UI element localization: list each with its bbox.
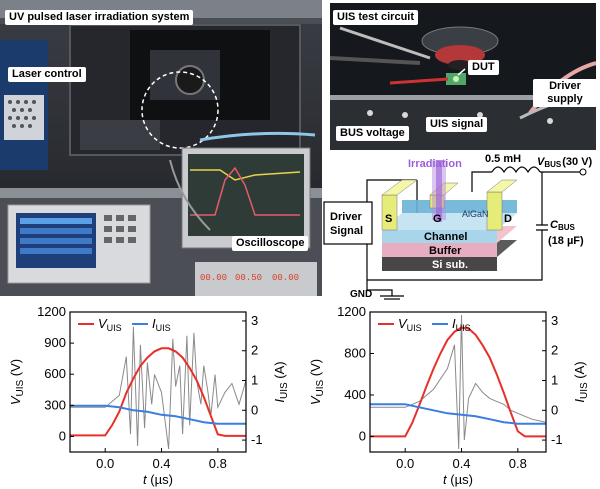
- legend-label: IUIS: [152, 316, 171, 333]
- si-sub-label: Si sub.: [432, 259, 468, 271]
- buffer-label: Buffer: [429, 245, 462, 257]
- y-left-tick-label: 400: [344, 387, 366, 402]
- laser-control-label: Laser control: [8, 67, 86, 82]
- capacitor-symbol: [536, 224, 548, 231]
- buffer-layer: [382, 243, 497, 257]
- y-right-tick-label: 2: [251, 343, 258, 358]
- legend-label: VUIS: [98, 316, 122, 333]
- source-label: S: [385, 213, 392, 225]
- series-vuis: [370, 326, 546, 438]
- lab-setup-illustration: 00.00 00.50 00.00: [0, 0, 322, 296]
- vbus-terminal: [579, 168, 587, 176]
- x-tick-label: 0.0: [396, 456, 414, 471]
- driver-signal-line2: Signal: [330, 225, 363, 237]
- x-tick-label: 0.4: [452, 456, 470, 471]
- y-left-tick-label: 800: [344, 345, 366, 360]
- waveform-chart-irradiated: 0.0 0.4 0.8 0 400 800 1200 -1 0 1 2 3 t (µs) VUIS (V)…: [308, 304, 590, 487]
- algan-label: AlGaN: [462, 209, 489, 219]
- y-right-tick-label: -1: [551, 432, 563, 447]
- plot-frame: [369, 311, 547, 453]
- y-left-tick-label: 600: [44, 366, 66, 381]
- y-right-tick-label: 1: [551, 373, 558, 388]
- inductor-symbol: [491, 166, 541, 174]
- gnd-wire: [366, 179, 417, 296]
- svg-text:00.00: 00.00: [200, 273, 227, 283]
- y-right-tick-label: -1: [251, 432, 263, 447]
- gnd-label: GND: [350, 289, 372, 300]
- y-right-tick-label: 0: [251, 402, 258, 417]
- y-right-axis-label: IUIS (A): [572, 361, 590, 402]
- uis-signal-label: UIS signal: [426, 117, 488, 132]
- si-sub-layer: [382, 257, 497, 271]
- x-tick-label: 0.0: [96, 456, 114, 471]
- driver-supply-label: Driver supply: [533, 79, 596, 107]
- y-right-tick-label: 3: [251, 313, 258, 328]
- y-left-tick-label: 900: [44, 335, 66, 350]
- svg-text:00.00: 00.00: [272, 273, 299, 283]
- y-right-tick-label: 2: [551, 343, 558, 358]
- svg-text:00.50: 00.50: [235, 273, 262, 283]
- y-left-tick-label: 0: [359, 428, 366, 443]
- y-left-axis-label: VUIS (V): [308, 359, 326, 405]
- uis-schematic: Irradiation 0.5 mH VBUS(30 V) Driver Sig…: [323, 153, 593, 300]
- oscilloscope-label: Oscilloscope: [232, 236, 309, 251]
- dut-label: DUT: [468, 60, 499, 75]
- driver-signal-box: [323, 201, 373, 245]
- x-tick-label: 0.4: [152, 456, 170, 471]
- y-left-tick-label: 0: [59, 428, 66, 443]
- y-left-axis-label: VUIS (V): [8, 359, 26, 405]
- y-right-axis-label: IUIS (A): [272, 361, 290, 402]
- y-right-tick-label: 0: [551, 402, 558, 417]
- series-iuis-oscillation: [370, 314, 547, 450]
- drain-label: D: [504, 213, 512, 225]
- test-circuit-photo: UIS test circuit DUT Driver supply BUS v…: [330, 3, 596, 150]
- bus-voltage-label: BUS voltage: [336, 126, 409, 141]
- y-right-tick-label: 3: [551, 313, 558, 328]
- channel-label: Channel: [424, 231, 467, 243]
- series-iuis: [70, 404, 246, 425]
- series-iuis: [370, 403, 546, 425]
- cbus-value: (18 µF): [548, 235, 584, 247]
- x-tick-label: 0.8: [509, 456, 527, 471]
- uv-laser-label: UV pulsed laser irradiation system: [5, 10, 194, 25]
- legend-label: VUIS: [398, 316, 422, 333]
- inductor-label: 0.5 mH: [485, 153, 521, 165]
- y-right-tick-label: 1: [251, 373, 258, 388]
- waveform-chart-dark: 0.0 0.4 0.8 0 300 600 900 1200 -1 0 1 2 3 t (µs) VUIS …: [8, 304, 290, 487]
- irradiation-label: Irradiation: [408, 158, 462, 170]
- driver-signal-line1: Driver: [330, 211, 363, 223]
- y-left-tick-label: 300: [44, 397, 66, 412]
- channel-layer: [382, 230, 497, 243]
- legend-label: IUIS: [452, 316, 471, 333]
- x-axis-label: t (µs): [443, 472, 473, 487]
- uis-test-circuit-label: UIS test circuit: [333, 10, 419, 25]
- x-axis-label: t (µs): [143, 472, 173, 487]
- x-tick-label: 0.8: [209, 456, 227, 471]
- series-iuis-oscillation: [70, 326, 247, 450]
- y-left-tick-label: 1200: [337, 304, 366, 319]
- y-left-tick-label: 1200: [37, 304, 66, 319]
- gate-label: G: [433, 213, 442, 225]
- plot-frame: [69, 311, 247, 453]
- lab-setup-photo: 00.00 00.50 00.00 UV pulsed laser irradiat…: [0, 0, 322, 296]
- cbus-label: CBUS: [550, 219, 576, 232]
- vbus-label: VBUS(30 V): [537, 156, 593, 169]
